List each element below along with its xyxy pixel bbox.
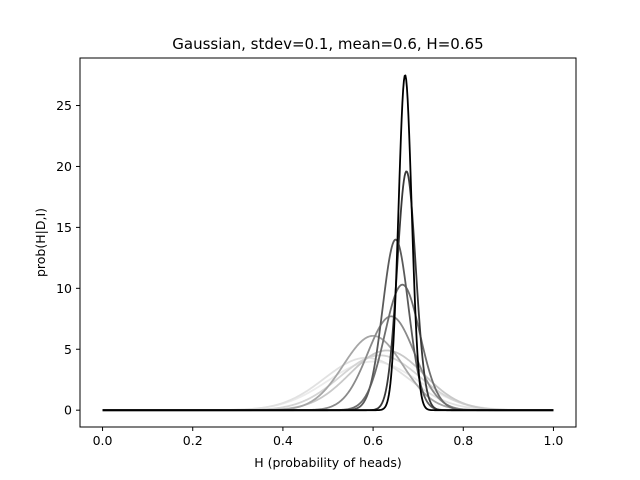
y-tick-label: 10 — [56, 281, 72, 296]
x-tick-label: 0.4 — [273, 433, 293, 448]
y-axis-label: prob(H|D,I) — [33, 208, 48, 277]
y-tick-label: 5 — [64, 342, 72, 357]
axes-frame — [79, 57, 577, 428]
x-axis: 0.0 0.2 0.4 0.6 0.8 1.0 — [93, 427, 564, 448]
chart-title: Gaussian, stdev=0.1, mean=0.6, H=0.65 — [172, 35, 483, 53]
x-tick-label: 1.0 — [544, 433, 564, 448]
x-axis-label: H (probability of heads) — [254, 455, 402, 470]
x-tick-label: 0.2 — [183, 433, 203, 448]
x-tick-label: 0.0 — [93, 433, 113, 448]
x-tick-label: 0.8 — [453, 433, 473, 448]
series-line-10 — [102, 74, 554, 412]
plot-lines — [102, 74, 554, 412]
x-tick-label: 0.6 — [363, 433, 383, 448]
y-tick-label: 15 — [56, 220, 72, 235]
y-axis: 0 5 10 15 20 25 — [56, 98, 80, 418]
y-tick-label: 25 — [56, 98, 72, 113]
y-tick-label: 0 — [64, 403, 72, 418]
y-tick-label: 20 — [56, 159, 72, 174]
